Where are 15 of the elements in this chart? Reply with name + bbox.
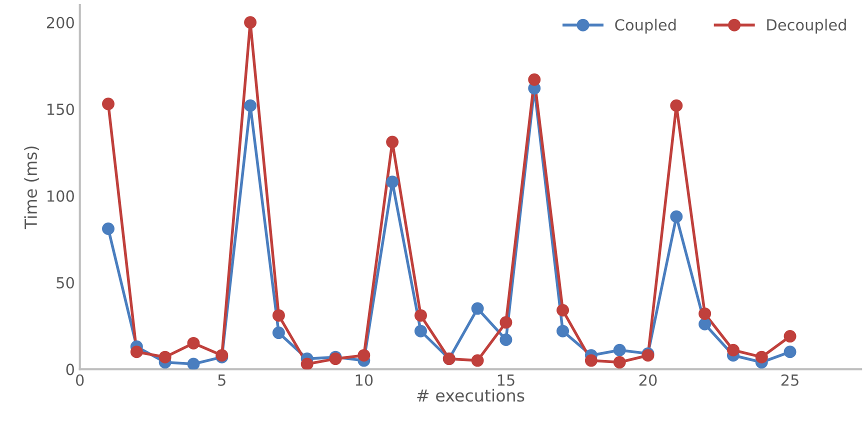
y-tick-label: 200	[46, 16, 74, 28]
y-tick-label: 150	[48, 104, 74, 116]
x-tick-label: 0	[76, 374, 84, 386]
y-tick-label: 0	[66, 364, 74, 376]
y-tick-label: 100	[48, 190, 74, 202]
x-tick-label: 15	[498, 374, 514, 386]
x-tick-label: 5	[218, 374, 226, 386]
y-tick-label: 50	[56, 276, 74, 289]
legend-label: Coupled	[615, 18, 676, 34]
x-tick-label: 25	[781, 374, 798, 386]
legend-label: Decoupled	[767, 18, 846, 34]
y-axis-title: Time (ms)	[24, 146, 40, 230]
x-axis-title: # executions	[417, 388, 524, 402]
x-tick-label: 20	[639, 374, 657, 386]
x-tick-label: 10	[356, 374, 373, 386]
